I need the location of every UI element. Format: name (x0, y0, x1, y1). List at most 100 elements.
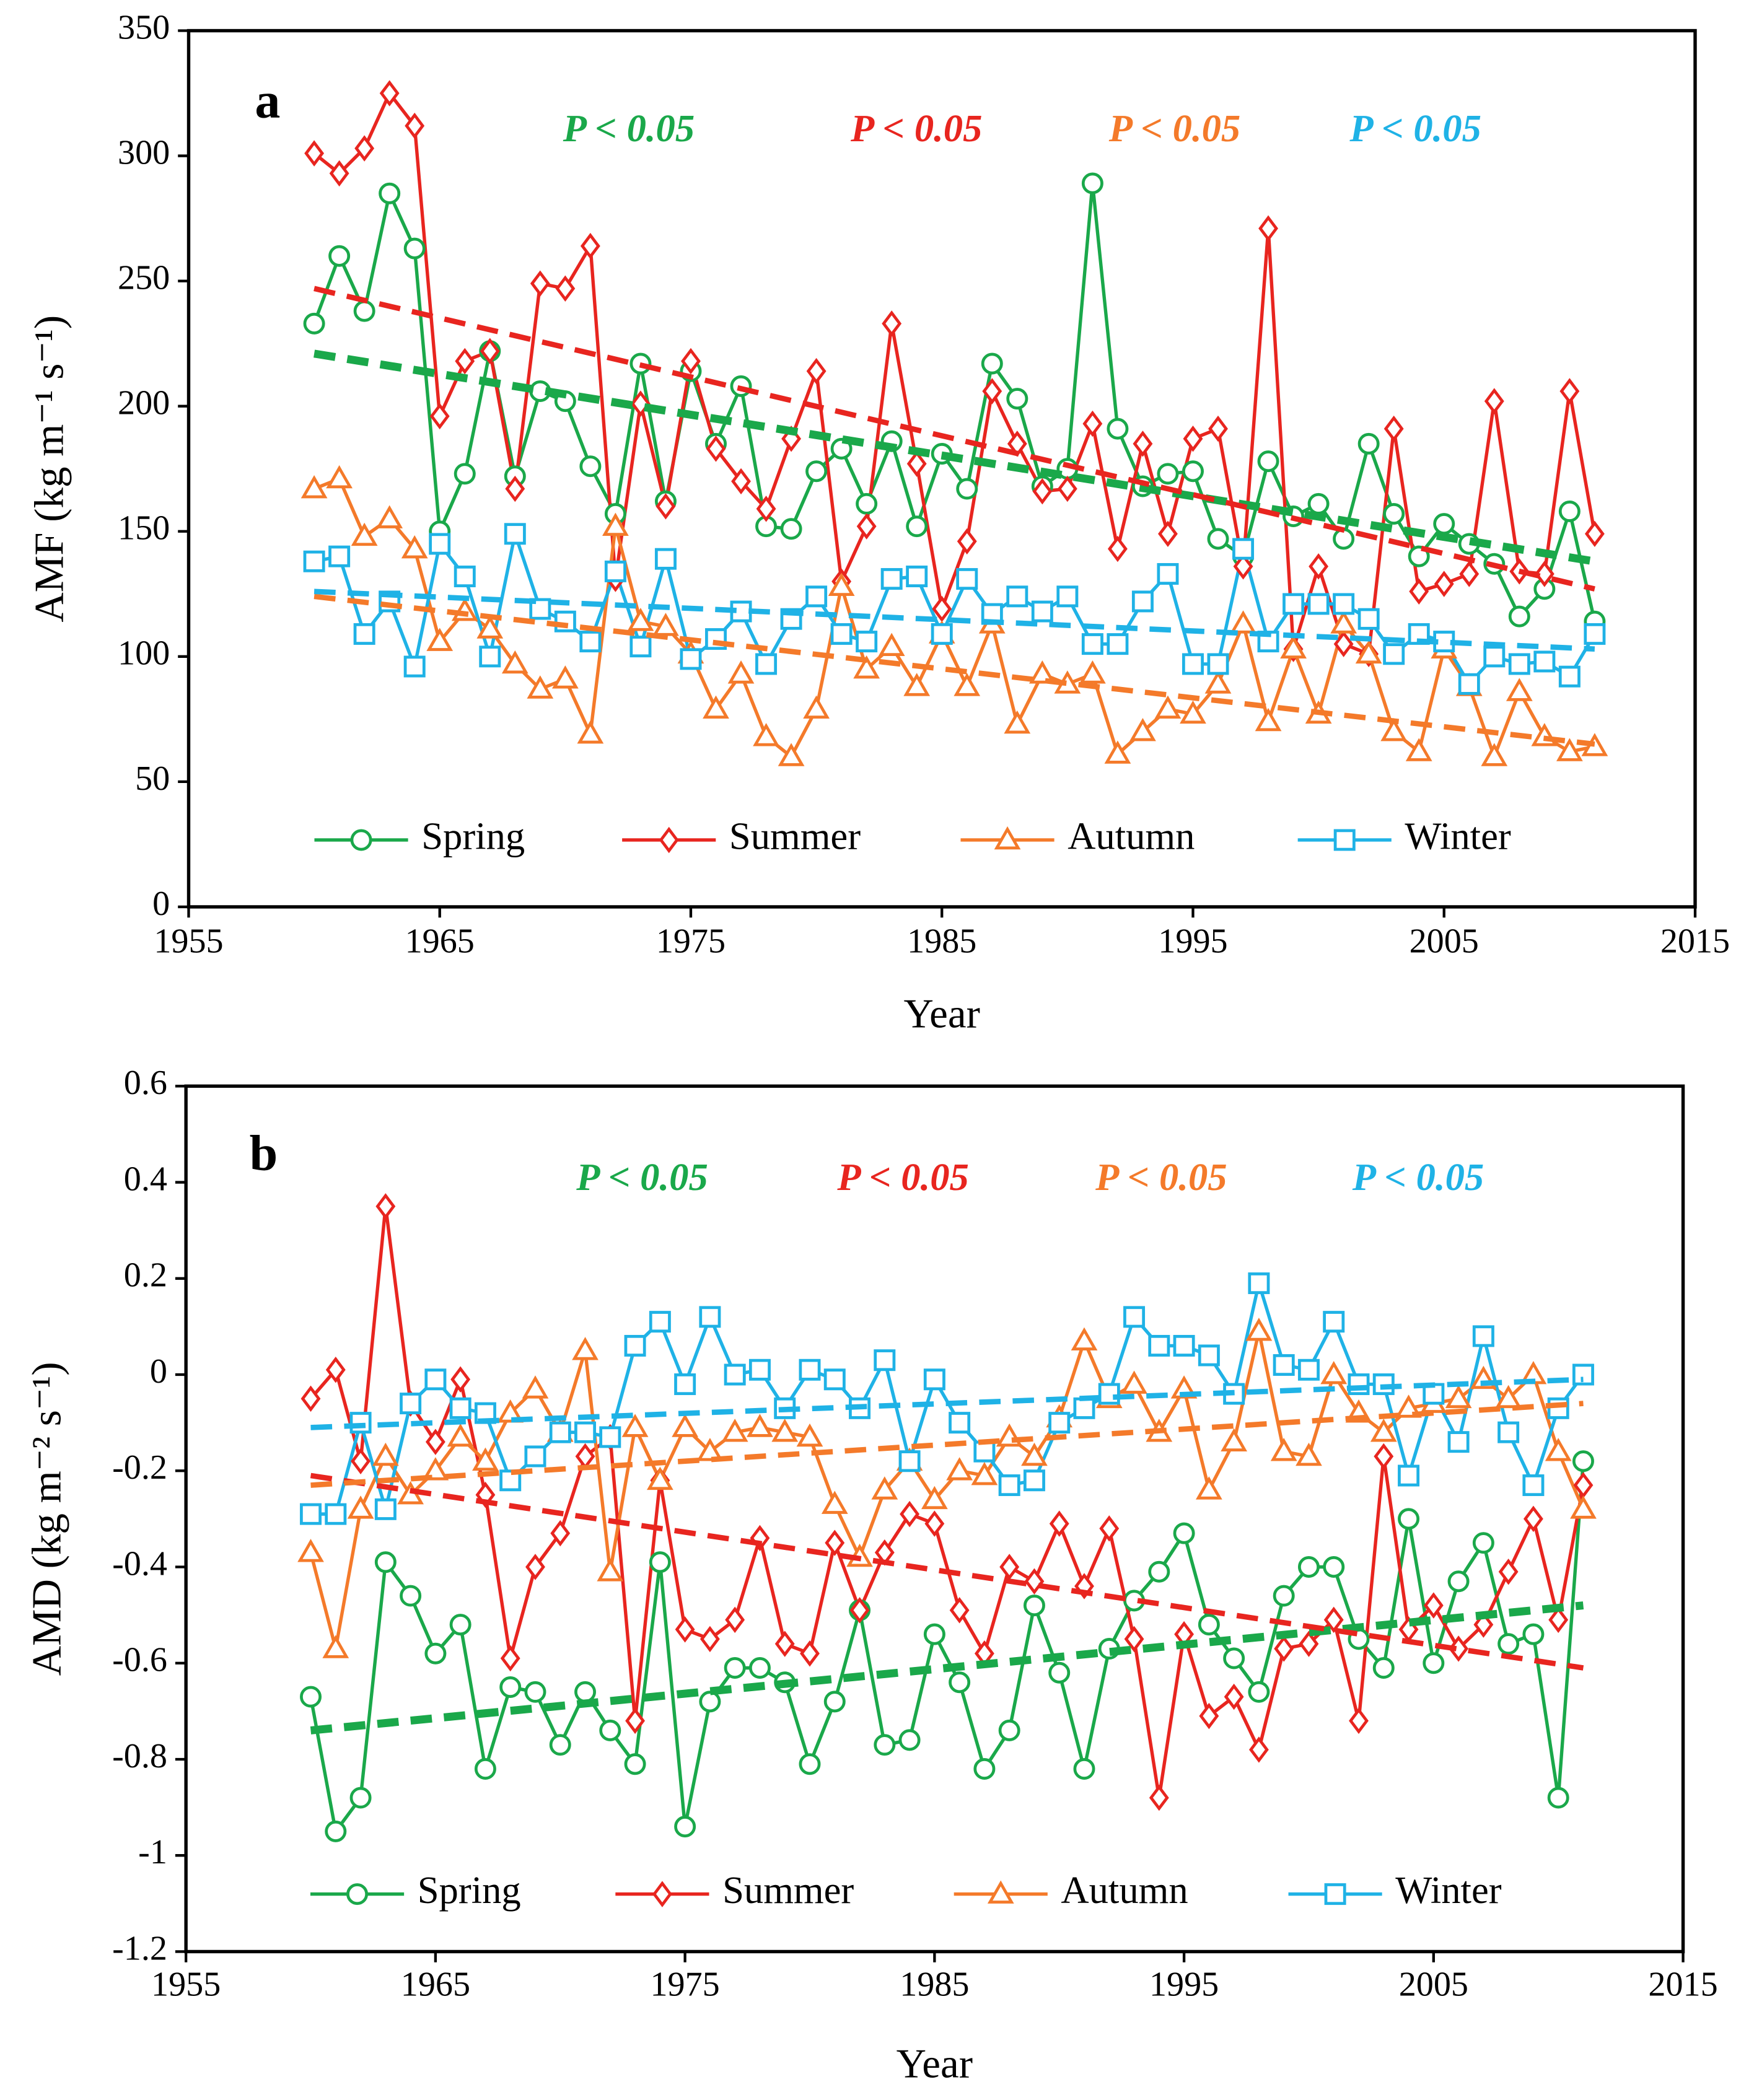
marker (681, 348, 701, 375)
marker (325, 1503, 347, 1525)
x-tick-label: 1975 (650, 1966, 719, 2004)
marker (756, 496, 776, 522)
y-tick-label: 100 (118, 634, 170, 673)
marker (624, 1334, 646, 1357)
marker (1522, 1474, 1545, 1497)
marker (1032, 478, 1053, 505)
marker (830, 623, 853, 645)
marker (1230, 610, 1256, 634)
marker (725, 1606, 745, 1634)
marker (1408, 545, 1430, 567)
marker (724, 1363, 746, 1386)
marker (405, 112, 425, 139)
x-tick-label: 1955 (151, 1966, 221, 2004)
marker (480, 338, 500, 365)
marker (1149, 1784, 1169, 1811)
marker (1357, 608, 1380, 630)
marker (328, 545, 351, 567)
marker (303, 550, 325, 572)
marker (1056, 585, 1079, 608)
marker (1123, 1306, 1146, 1328)
y-tick-label: 50 (135, 759, 170, 798)
marker (454, 463, 476, 485)
marker (627, 608, 654, 631)
series-line (309, 1331, 1585, 1650)
legend-label: Autumn (1061, 1868, 1188, 1912)
panel-label: b (250, 1125, 278, 1181)
significance-note: P < 0.05 (850, 107, 982, 150)
marker (1523, 1505, 1543, 1533)
marker (580, 232, 600, 260)
marker (706, 435, 726, 462)
marker (923, 1623, 945, 1645)
marker (1028, 660, 1056, 684)
marker (1547, 1787, 1569, 1809)
legend-label: Summer (729, 814, 861, 857)
y-tick-label: 0.2 (124, 1256, 167, 1295)
marker (878, 632, 905, 656)
marker (1207, 528, 1229, 550)
marker (954, 673, 981, 696)
marker (297, 1539, 324, 1562)
y-tick-label: -0.6 (112, 1641, 167, 1679)
marker (1148, 1560, 1170, 1583)
marker (747, 1414, 773, 1437)
marker (823, 1368, 846, 1391)
marker (1006, 388, 1028, 410)
marker (349, 1787, 372, 1809)
marker (755, 653, 778, 675)
marker (774, 1630, 795, 1657)
marker (329, 160, 349, 187)
x-tick-label: 1965 (401, 1966, 470, 2004)
marker (1447, 1570, 1470, 1593)
marker (1195, 1476, 1222, 1500)
y-tick-label: -1 (138, 1833, 167, 1871)
marker (649, 1551, 671, 1573)
plot-frame (186, 28, 1697, 909)
y-tick-label: 350 (118, 8, 170, 46)
marker (1073, 1758, 1095, 1780)
marker (949, 1671, 971, 1694)
significance-note: P < 0.05 (563, 107, 695, 150)
marker (1548, 1606, 1569, 1634)
marker (504, 523, 526, 545)
trend-line (314, 593, 1595, 747)
y-tick-label: 0.4 (124, 1160, 167, 1198)
marker (699, 1691, 721, 1713)
marker (426, 628, 454, 651)
marker (874, 1349, 896, 1372)
marker (796, 1423, 823, 1447)
marker (906, 515, 928, 538)
marker (680, 648, 702, 670)
marker (1273, 1585, 1295, 1607)
series-line (314, 527, 1597, 687)
significance-note: P < 0.05 (576, 1155, 708, 1199)
marker (1073, 1397, 1095, 1419)
marker (447, 1423, 474, 1447)
marker (874, 1734, 896, 1756)
marker (304, 140, 325, 167)
marker (599, 1426, 621, 1448)
marker (424, 1642, 447, 1665)
marker (379, 80, 400, 107)
marker (572, 1337, 599, 1360)
marker (550, 1520, 571, 1547)
marker (1372, 1657, 1395, 1679)
marker (1533, 650, 1556, 673)
marker (1374, 1443, 1394, 1470)
series-line (309, 1461, 1585, 1835)
marker (501, 650, 528, 674)
marker (1048, 1661, 1071, 1684)
significance-note: P < 0.05 (836, 1155, 968, 1199)
marker (1204, 670, 1232, 694)
marker (800, 1640, 820, 1667)
marker (999, 1554, 1020, 1580)
marker (300, 1503, 322, 1525)
marker (1221, 1428, 1248, 1452)
marker (778, 743, 805, 766)
trend-line (314, 286, 1595, 592)
marker (574, 1681, 597, 1703)
legend-marker (1324, 1883, 1346, 1905)
marker (853, 655, 880, 679)
marker (956, 568, 978, 590)
